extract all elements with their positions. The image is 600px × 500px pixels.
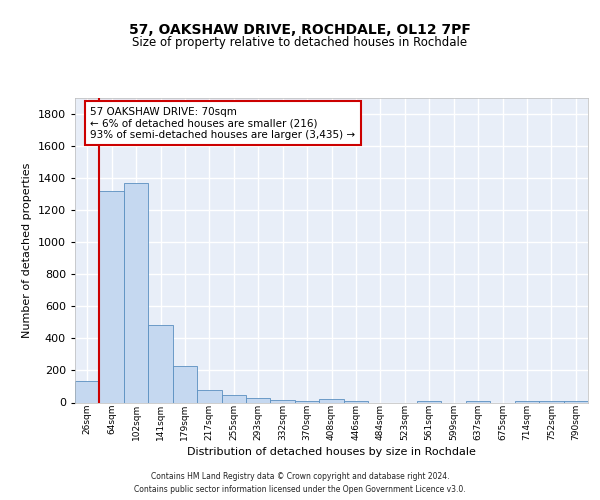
Bar [295, 401, 319, 402]
Bar [124, 184, 148, 402]
Bar [197, 390, 221, 402]
Bar [271, 400, 295, 402]
X-axis label: Distribution of detached houses by size in Rochdale: Distribution of detached houses by size … [187, 447, 476, 457]
Y-axis label: Number of detached properties: Number of detached properties [22, 162, 32, 338]
Bar [221, 396, 246, 402]
Bar [75, 381, 100, 402]
Text: Size of property relative to detached houses in Rochdale: Size of property relative to detached ho… [133, 36, 467, 49]
Bar [466, 401, 490, 402]
Bar [100, 192, 124, 402]
Text: 57 OAKSHAW DRIVE: 70sqm
← 6% of detached houses are smaller (216)
93% of semi-de: 57 OAKSHAW DRIVE: 70sqm ← 6% of detached… [91, 106, 356, 140]
Bar [539, 401, 563, 402]
Text: 57, OAKSHAW DRIVE, ROCHDALE, OL12 7PF: 57, OAKSHAW DRIVE, ROCHDALE, OL12 7PF [129, 22, 471, 36]
Bar [246, 398, 271, 402]
Bar [173, 366, 197, 402]
Bar [417, 401, 442, 402]
Bar [319, 400, 344, 402]
Bar [344, 401, 368, 402]
Text: Contains HM Land Registry data © Crown copyright and database right 2024.
Contai: Contains HM Land Registry data © Crown c… [134, 472, 466, 494]
Bar [515, 401, 539, 402]
Bar [148, 324, 173, 402]
Bar [563, 401, 588, 402]
